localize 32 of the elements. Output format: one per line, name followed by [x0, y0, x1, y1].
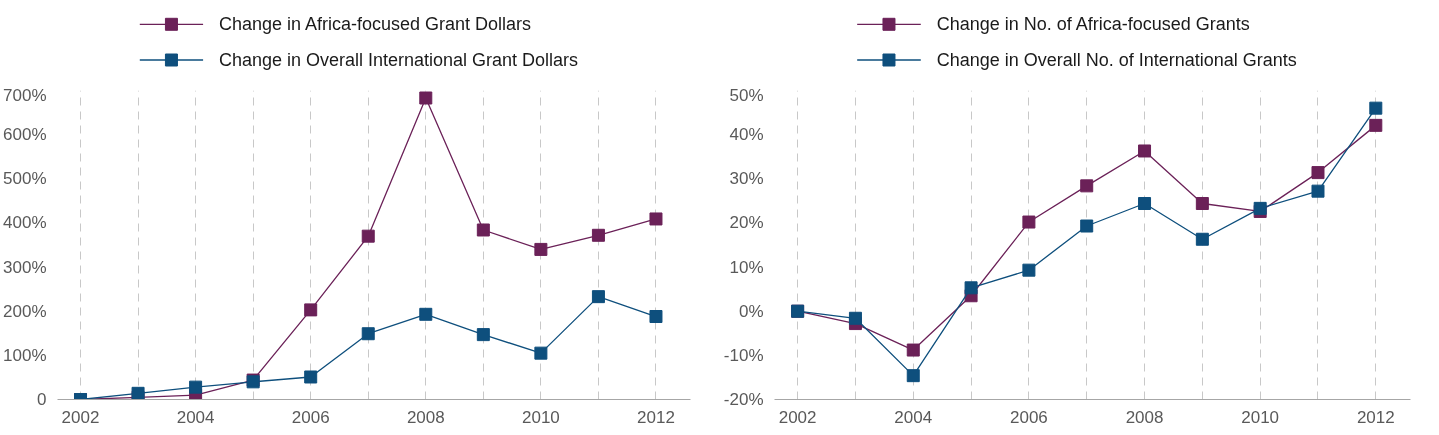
y-tick-label: -20% [723, 390, 764, 409]
y-tick-label: 0 [37, 390, 47, 409]
y-tick-label: 0% [738, 301, 764, 321]
x-tick-label: 2008 [406, 407, 445, 427]
y-tick-label: 400% [3, 213, 47, 233]
x-tick-label: 2010 [1241, 407, 1280, 427]
y-tick-label: 700% [3, 85, 47, 105]
x-tick-label: 2004 [894, 407, 933, 427]
x-tick-label: 2012 [637, 407, 675, 427]
y-tick-label: 10% [729, 257, 764, 277]
legend-label: Change in Africa-focused Grant Dollars [218, 14, 532, 35]
y-tick-label: 200% [3, 301, 47, 321]
y-tick-label: 20% [729, 213, 764, 233]
y-tick-label: 50% [729, 85, 764, 105]
x-tick-label: 2002 [61, 407, 100, 427]
x-tick-label: 2010 [521, 407, 560, 427]
y-tick-label: 500% [3, 169, 47, 189]
y-tick-label: 40% [729, 125, 764, 145]
legend-label: Change in No. of Africa-focused Grants [936, 14, 1250, 35]
legend-label: Change in Overall International Grant Dollars [218, 50, 579, 70]
x-tick-label: 2006 [1009, 407, 1048, 427]
legend-label: Change in Overall No. of International Grants [936, 50, 1297, 70]
y-tick-label: 600% [3, 125, 47, 145]
y-tick-label: -10% [723, 345, 764, 365]
x-tick-label: 2008 [1125, 407, 1164, 427]
x-tick-label: 2012 [1356, 407, 1395, 427]
x-tick-label: 2006 [291, 407, 330, 427]
y-tick-label: 300% [3, 257, 47, 277]
y-tick-label: 100% [3, 345, 47, 365]
x-tick-label: 2002 [778, 407, 817, 427]
x-tick-label: 2004 [176, 407, 215, 427]
y-tick-label: 30% [729, 169, 764, 189]
